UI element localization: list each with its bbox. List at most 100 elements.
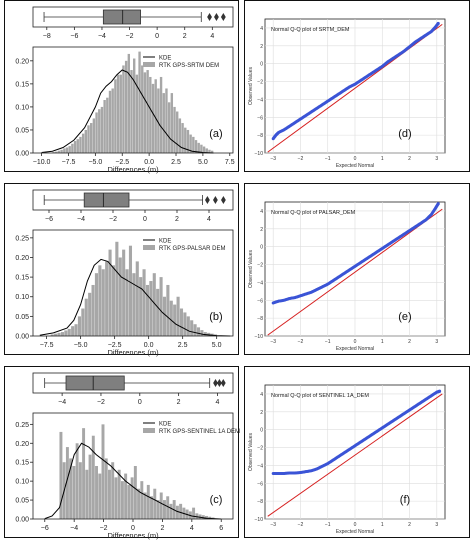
histogram-bar xyxy=(74,324,78,336)
qq-title: Normal Q-Q plot of SRTM_DEM xyxy=(271,27,350,33)
histogram-bar xyxy=(130,477,134,519)
xtick-label: 2.5 xyxy=(171,159,181,166)
histogram-bar xyxy=(127,53,131,154)
ytick-label: 0.10 xyxy=(15,479,29,486)
legend-hist-swatch xyxy=(143,62,155,67)
outlier-marker xyxy=(217,379,222,387)
ytick-label: 0.05 xyxy=(15,127,29,134)
histogram-bar xyxy=(78,462,82,519)
histogram-bar xyxy=(68,146,71,153)
ytick-label: 0 xyxy=(260,245,263,251)
histogram-bar xyxy=(84,298,88,336)
histogram-bar xyxy=(133,466,137,519)
histogram-bar xyxy=(111,462,115,519)
histogram-bar xyxy=(193,324,197,336)
histogram-bar xyxy=(173,304,177,336)
xtick-label: −7.5 xyxy=(62,159,76,166)
histogram-bar xyxy=(192,136,195,153)
xtick-label: 0 xyxy=(354,522,357,528)
histogram-frame xyxy=(32,46,234,154)
box-xtick-label: −6 xyxy=(45,216,53,223)
panel-f: −10 −8 −6 −4 −2 0 2 4 −3 −2 −1 0 1 2 3 Expected Normal O… xyxy=(244,366,470,538)
histogram-bar xyxy=(156,288,160,336)
histogram-bar xyxy=(163,500,166,519)
xtick-label: −2.5 xyxy=(108,342,122,349)
histogram-bar xyxy=(166,284,170,336)
box-xtick-label: 0 xyxy=(155,33,159,40)
histogram-bar xyxy=(103,100,106,153)
histogram-bar xyxy=(181,123,184,153)
xtick-label: −3 xyxy=(270,339,276,345)
ytick-label: −2 xyxy=(257,80,263,86)
panel-label: (c) xyxy=(210,494,223,506)
histogram-bar xyxy=(178,118,182,153)
xtick-label: 5.0 xyxy=(198,159,208,166)
histogram-bar xyxy=(69,458,73,519)
panel-label: (f) xyxy=(400,494,410,506)
outlier-marker xyxy=(220,13,226,21)
histogram-bar xyxy=(65,147,69,153)
histogram-bar xyxy=(167,102,171,153)
xtick-label: 1 xyxy=(381,339,384,345)
xtick-label: −5.0 xyxy=(74,342,88,349)
histogram-bar xyxy=(108,249,112,336)
histogram-bar xyxy=(89,123,93,153)
xtick-label: 2 xyxy=(408,156,411,162)
x-axis-label: Differences (m) xyxy=(107,531,159,540)
histogram-bar xyxy=(200,144,203,153)
histogram-bar xyxy=(111,265,116,336)
outlier-marker xyxy=(205,196,210,204)
histogram-bar xyxy=(137,488,141,519)
ytick-label: 4 xyxy=(260,26,263,32)
ytick-label: −2 xyxy=(257,263,263,269)
x-axis-label: Expected Normal xyxy=(336,163,374,169)
x-axis-label: Expected Normal xyxy=(336,346,374,352)
ytick-label: 4 xyxy=(260,392,263,398)
qq-title: Normal Q-Q plot of SENTINEL 1A_DEM xyxy=(271,393,369,399)
y-axis-label: Observed Values xyxy=(248,433,254,471)
histogram-bar xyxy=(88,292,92,336)
xtick-label: 0 xyxy=(354,339,357,345)
xtick-label: 0.0 xyxy=(144,342,154,349)
histogram-bar xyxy=(157,88,160,153)
box-xtick-label: −2 xyxy=(109,216,117,223)
histogram-bar xyxy=(150,496,153,519)
legend-kde-label: KDE xyxy=(159,239,171,245)
legend-hist-label: RTK GPS-SENTINEL 1A DEM xyxy=(159,429,240,435)
histogram-bar xyxy=(60,332,64,336)
histogram-bar xyxy=(92,118,96,153)
ytick-label: 0.20 xyxy=(15,255,29,262)
histogram-bar xyxy=(55,151,58,153)
histogram-bar xyxy=(106,97,109,153)
ytick-label: 0.10 xyxy=(15,294,29,301)
panel-e: −10 −8 −6 −4 −2 0 2 4 −3 −2 −1 0 1 2 3 Expected Normal O… xyxy=(244,183,470,355)
histogram-bar xyxy=(77,316,81,336)
box-xtick-label: −8 xyxy=(43,33,51,40)
box-xtick-label: 2 xyxy=(177,399,181,406)
outlier-marker xyxy=(220,379,226,387)
xtick-label: −1 xyxy=(325,522,331,528)
histogram-bar xyxy=(208,149,211,153)
ytick-label: 0.00 xyxy=(15,517,29,524)
ytick-label: −4 xyxy=(257,97,263,103)
xtick-label: −7.5 xyxy=(40,342,54,349)
kde-line xyxy=(44,442,222,520)
histogram-bar xyxy=(105,261,109,336)
kde-line xyxy=(41,69,214,154)
histogram-bar xyxy=(162,296,167,336)
histogram-bar xyxy=(166,496,170,519)
panel-label: (a) xyxy=(209,128,222,140)
histogram-bar xyxy=(84,129,88,153)
qq-point xyxy=(436,202,440,206)
xtick-label: 4 xyxy=(190,525,194,532)
ytick-label: −6 xyxy=(257,298,263,304)
xtick-label: 1 xyxy=(381,522,384,528)
ytick-label: −4 xyxy=(257,463,263,469)
histogram-bar xyxy=(125,269,129,336)
panel-d: −10 −8 −6 −4 −2 0 2 4 −3 −2 −1 0 1 2 3 Expected Normal O… xyxy=(244,0,470,172)
histogram-bar xyxy=(152,273,156,336)
histogram-bar xyxy=(73,141,77,153)
histogram-bar xyxy=(108,469,111,519)
histogram-bar xyxy=(203,332,207,336)
